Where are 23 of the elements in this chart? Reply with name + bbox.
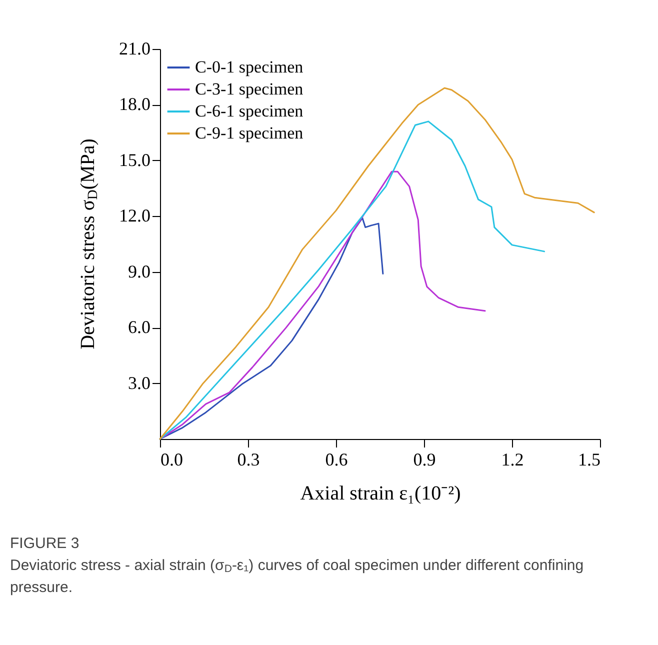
- x-tick-label: 0.6: [325, 450, 348, 470]
- y-tick-label: 3.0: [128, 372, 150, 393]
- x-tick-label: 1.2: [501, 450, 524, 470]
- y-tick-label: 15.0: [119, 150, 150, 170]
- legend-label: C-0-1 specimen: [195, 58, 304, 76]
- x-tick-label: 0.3: [237, 450, 260, 470]
- y-axis-title: Deviatoric stress σD(MPa): [77, 138, 101, 350]
- x-axis-title: Axial strain ε₁(10⁻²): [300, 482, 461, 504]
- y-tick-label: 18.0: [119, 94, 150, 114]
- y-tick-label: 9.0: [128, 261, 150, 282]
- caption: FIGURE 3: [10, 535, 80, 552]
- x-tick-label: 0.9: [413, 450, 436, 470]
- y-tick-label: 21.0: [119, 38, 150, 58]
- legend-label: C-6-1 specimen: [195, 102, 304, 120]
- y-tick-label: 6.0: [128, 317, 150, 338]
- y-tick-label: 12.0: [119, 206, 150, 226]
- line-series: [159, 217, 384, 440]
- legend-label: C-9-1 specimen: [195, 124, 304, 142]
- line-series: [159, 120, 546, 440]
- legend-label: C-3-1 specimen: [195, 80, 304, 98]
- line-series: [159, 170, 486, 440]
- x-tick-label: 1.5: [578, 450, 600, 470]
- x-tick-label: 0.0: [160, 450, 183, 470]
